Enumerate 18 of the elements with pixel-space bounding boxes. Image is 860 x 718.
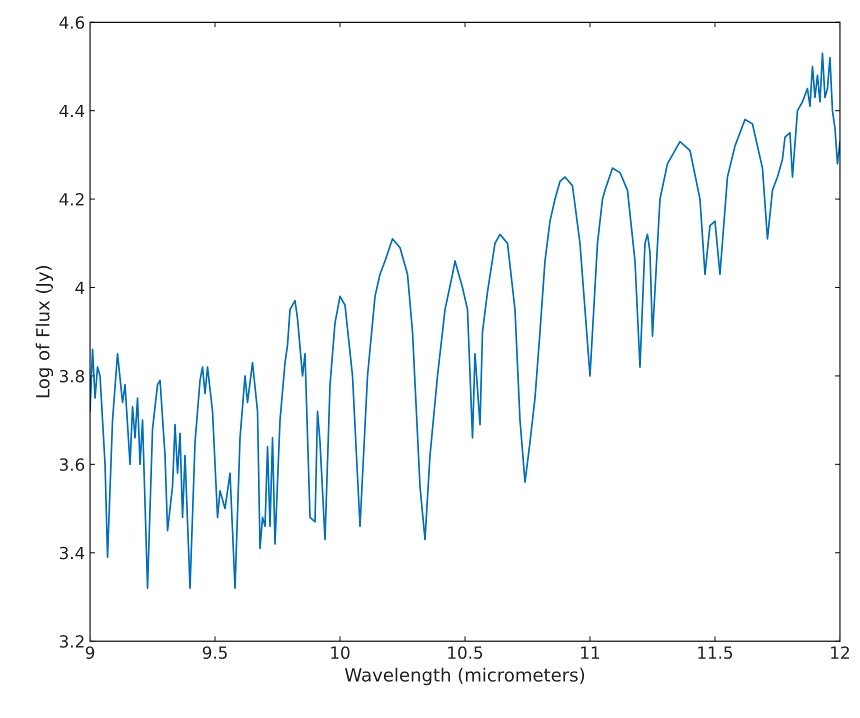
y-tick-label: 3.8 — [60, 370, 84, 382]
y-tick-label: 3.4 — [60, 546, 84, 560]
x-tick-label: 9.5 — [202, 646, 227, 659]
y-tick-label: 3.6 — [60, 458, 84, 471]
x-tick-label: 10.5 — [448, 646, 482, 659]
y-tick-label: 4.6 — [59, 16, 84, 29]
x-axis-title: Wavelength (micrometers) — [344, 668, 584, 686]
y-tick-label: 4 — [75, 282, 84, 294]
x-tick-label: 9 — [86, 646, 94, 659]
y-tick-label: 4.2 — [59, 193, 84, 206]
x-tick-label: 12 — [831, 646, 849, 659]
x-tick-label: 11 — [581, 646, 600, 659]
x-tick-label: 11.5 — [698, 646, 732, 659]
y-tick-label: 4.4 — [59, 104, 84, 118]
x-tick-label: 10 — [331, 646, 350, 659]
line-series — [90, 52, 840, 589]
y-tick-label: 3.2 — [60, 635, 84, 648]
y-axis-title: Log of Flux (Jy) — [36, 266, 54, 398]
